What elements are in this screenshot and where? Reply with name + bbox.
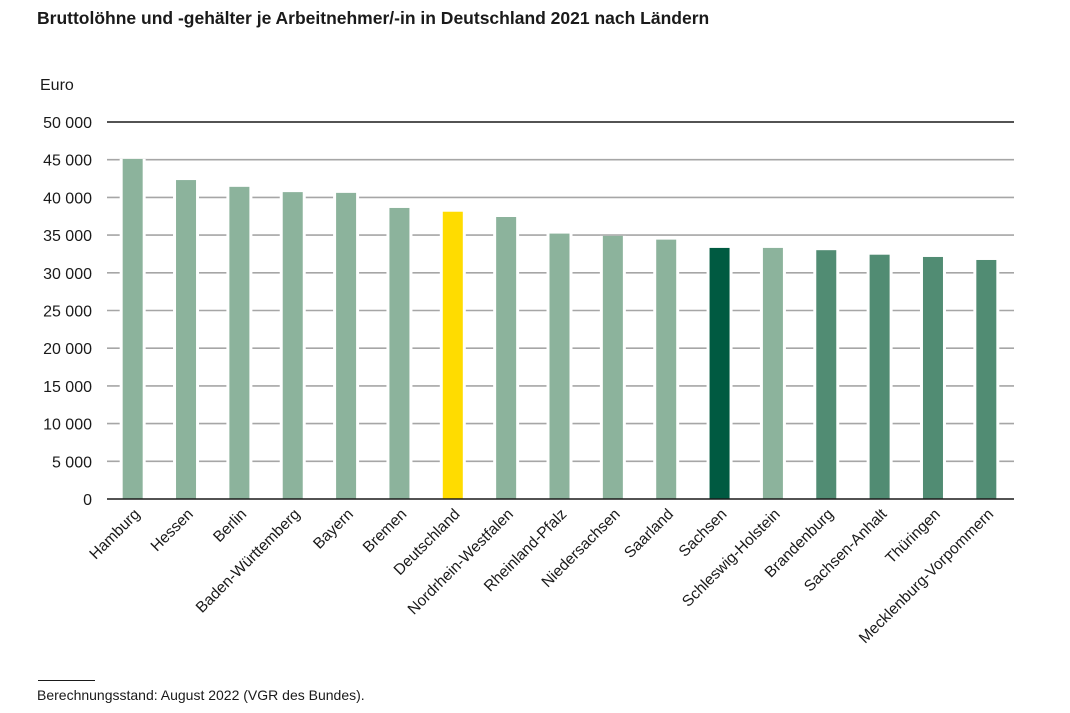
bar-saarland [656,239,677,499]
x-tick-label: Schleswig-Holstein [679,506,784,611]
y-tick-label: 30 000 [43,266,92,283]
bar-niedersachsen [602,235,623,499]
bar-thüringen [922,256,943,499]
bar-bayern [336,192,357,499]
bars [107,158,1014,500]
x-tick-label: Hessen [148,506,197,555]
y-tick-label: 20 000 [43,341,92,358]
bar-rheinland-pfalz [549,233,570,500]
bar-baden-württemberg [282,192,303,499]
y-tick-label: 45 000 [43,153,92,170]
bar-nordrhein-westfalen [496,217,517,499]
footnote-divider [38,680,95,681]
y-tick-label: 50 000 [43,115,92,132]
y-tick-label: 15 000 [43,379,92,396]
bar-brandenburg [816,250,837,499]
bar-sachsen-anhalt [869,254,890,499]
y-tick-label: 35 000 [43,228,92,245]
y-tick-label: 10 000 [43,417,92,434]
bar-deutschland [442,211,463,499]
footnote: Berechnungsstand: August 2022 (VGR des B… [37,687,365,703]
x-tick-label: Bremen [360,506,410,556]
bar-hamburg [122,158,143,500]
x-tick-label: Bayern [310,506,357,553]
bar-sachsen [709,247,730,499]
x-tick-label: Berlin [210,506,250,546]
bar-hessen [176,180,197,500]
bar-bremen [389,207,410,499]
y-tick-label: 0 [83,492,92,509]
x-tick-label: Hamburg [86,506,143,563]
x-tick-label: Sachsen [676,506,731,561]
bar-berlin [229,186,250,499]
bar-schleswig-holstein [762,247,783,499]
y-axis-unit-label: Euro [40,77,74,94]
chart-title: Bruttolöhne und -gehälter je Arbeitnehme… [37,8,710,28]
y-tick-label: 5 000 [52,454,92,471]
x-tick-label: Baden-Württemberg [193,506,304,617]
y-tick-label: 25 000 [43,304,92,321]
y-tick-label: 40 000 [43,190,92,207]
x-tick-label: Nordrhein-Westfalen [405,506,517,618]
bar-mecklenburg-vorpommern [976,259,997,499]
y-axis-tick-labels: 0 5 000 10 000 15 000 20 000 25 000 30 000 35 0… [43,115,92,509]
x-tick-label: Saarland [621,506,677,562]
